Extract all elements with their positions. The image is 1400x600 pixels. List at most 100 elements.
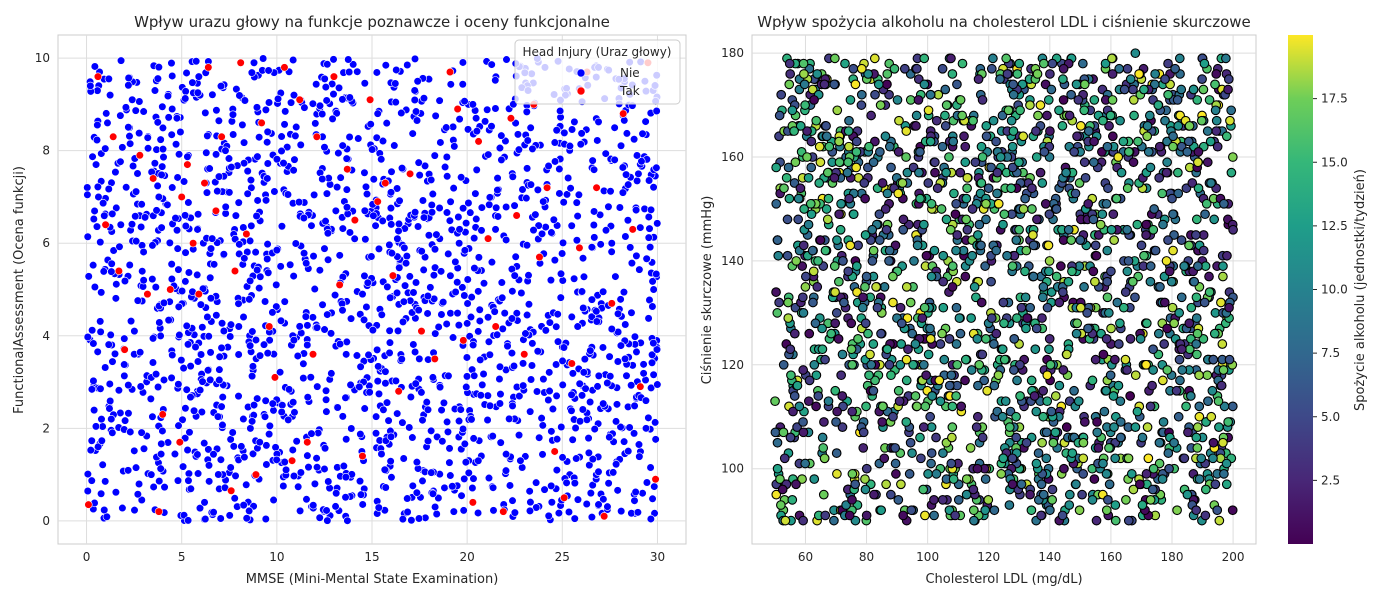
- point-tak: [177, 192, 186, 202]
- point-tak: [312, 132, 321, 141]
- point-ldl-bp: [1176, 84, 1187, 95]
- point-nie: [611, 272, 620, 281]
- point-nie: [381, 61, 390, 70]
- point-nie: [374, 389, 384, 398]
- point-nie: [173, 244, 182, 253]
- point-ldl-bp: [1075, 235, 1086, 246]
- point-ldl-bp: [867, 224, 878, 235]
- point-nie: [184, 198, 193, 207]
- point-nie: [507, 314, 517, 323]
- point-ldl-bp: [1027, 204, 1037, 214]
- point-nie: [221, 146, 230, 155]
- point-ldl-bp: [995, 152, 1006, 162]
- point-ldl-bp: [937, 141, 948, 152]
- point-ldl-bp: [787, 495, 798, 505]
- point-ldl-bp: [998, 219, 1008, 230]
- point-nie: [428, 189, 437, 199]
- point-nie: [414, 514, 424, 523]
- point-nie: [410, 54, 420, 63]
- point-nie: [158, 426, 167, 436]
- point-nie: [555, 189, 564, 198]
- point-ldl-bp: [989, 339, 999, 349]
- point-ldl-bp: [919, 219, 929, 230]
- point-ldl-bp: [897, 178, 908, 188]
- point-ldl-bp: [1058, 63, 1069, 74]
- point-nie: [89, 261, 98, 270]
- point-ldl-bp: [888, 271, 898, 282]
- point-nie: [255, 133, 264, 142]
- point-ldl-bp: [814, 141, 825, 152]
- point-nie: [472, 214, 481, 224]
- point-ldl-bp: [809, 359, 820, 370]
- point-nie: [270, 187, 279, 196]
- point-nie: [458, 424, 468, 434]
- point-nie: [587, 312, 596, 321]
- point-nie: [320, 74, 329, 83]
- point-nie: [193, 270, 202, 280]
- point-ldl-bp: [925, 411, 936, 422]
- point-nie: [360, 271, 369, 280]
- point-nie: [91, 160, 101, 169]
- point-ldl-bp: [1118, 136, 1129, 147]
- point-nie: [320, 444, 330, 453]
- point-nie: [194, 210, 203, 219]
- point-nie: [428, 373, 437, 382]
- point-nie: [155, 318, 164, 327]
- point-ldl-bp: [1003, 105, 1014, 116]
- point-ldl-bp: [771, 287, 781, 297]
- point-nie: [559, 343, 569, 352]
- point-nie: [104, 340, 113, 349]
- point-ldl-bp: [1079, 79, 1090, 90]
- point-nie: [397, 354, 406, 364]
- point-ldl-bp: [1014, 157, 1024, 168]
- point-ldl-bp: [1145, 401, 1156, 412]
- point-ldl-bp: [800, 100, 810, 110]
- point-nie: [209, 260, 219, 269]
- point-ldl-bp: [789, 126, 799, 136]
- point-ldl-bp: [1038, 282, 1049, 292]
- point-ldl-bp: [991, 136, 1001, 147]
- point-ldl-bp: [844, 141, 854, 152]
- point-nie: [253, 394, 262, 403]
- point-nie: [630, 135, 639, 144]
- point-ldl-bp: [797, 292, 808, 303]
- point-ldl-bp: [790, 157, 801, 168]
- point-nie: [356, 362, 365, 371]
- point-nie: [626, 243, 635, 252]
- point-nie: [163, 200, 172, 209]
- point-ldl-bp: [1036, 479, 1047, 490]
- point-nie: [259, 54, 268, 63]
- point-nie: [621, 354, 630, 364]
- point-ldl-bp: [911, 121, 921, 131]
- point-ldl-bp: [785, 69, 796, 79]
- point-nie: [130, 506, 139, 515]
- point-ldl-bp: [886, 370, 896, 381]
- point-ldl-bp: [981, 121, 992, 131]
- point-ldl-bp: [838, 256, 848, 266]
- point-tak: [483, 234, 493, 243]
- point-ldl-bp: [817, 344, 828, 355]
- point-ldl-bp: [856, 100, 867, 110]
- point-nie: [289, 336, 299, 345]
- point-nie: [102, 109, 111, 118]
- point-ldl-bp: [788, 406, 798, 417]
- point-nie: [133, 296, 142, 305]
- point-ldl-bp: [798, 427, 809, 438]
- point-nie: [650, 509, 659, 518]
- point-ldl-bp: [1095, 219, 1106, 230]
- point-ldl-bp: [1173, 411, 1184, 422]
- point-ldl-bp: [918, 359, 929, 370]
- point-nie: [91, 422, 101, 431]
- point-ldl-bp: [1219, 401, 1230, 412]
- point-ldl-bp: [1172, 95, 1183, 105]
- point-nie: [108, 428, 117, 437]
- point-ldl-bp: [1087, 495, 1098, 505]
- point-ldl-bp: [1047, 58, 1058, 69]
- point-nie: [545, 318, 554, 327]
- point-nie: [131, 463, 141, 472]
- point-ldl-bp: [1143, 453, 1154, 464]
- point-ldl-bp: [962, 224, 973, 235]
- point-nie: [522, 241, 532, 250]
- point-ldl-bp: [1110, 453, 1121, 464]
- point-ldl-bp: [1171, 385, 1182, 396]
